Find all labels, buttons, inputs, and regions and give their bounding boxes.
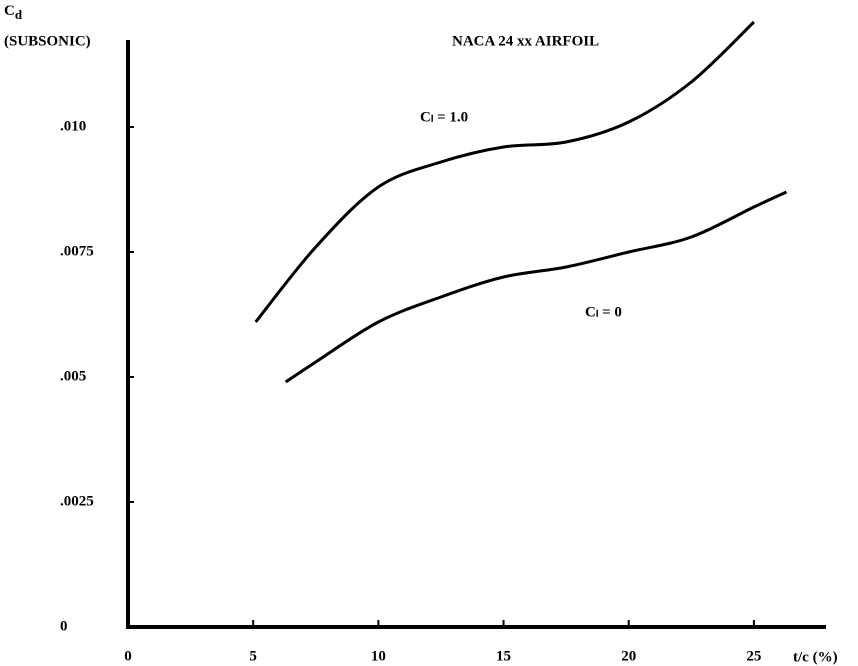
x-tick-label: 25: [746, 648, 761, 664]
x-tick-label: 10: [371, 648, 386, 664]
y-tick-label: .010: [60, 118, 86, 134]
series-label: Cₗ = 0: [585, 304, 622, 320]
series-label: Cₗ = 1.0: [420, 109, 468, 125]
y-tick-label: .005: [60, 368, 86, 384]
y-axis-note: (SUBSONIC): [4, 33, 91, 49]
x-axis-label: t/c (%): [793, 649, 838, 665]
x-tick-label: 0: [124, 648, 132, 664]
y-symbol: C: [4, 3, 15, 19]
y-tick-label: .0025: [60, 493, 94, 509]
y-axis-symbol: Cd: [4, 3, 23, 22]
y-tick-label: .0075: [60, 243, 94, 259]
series-line: [284, 190, 788, 384]
y-tick-label: 0: [60, 618, 68, 634]
x-tick-label: 20: [621, 648, 636, 664]
series-line: [254, 20, 755, 323]
chart-title: NACA 24 xx AIRFOIL: [452, 33, 599, 49]
y-subscript: d: [15, 7, 23, 22]
x-tick-label: 15: [496, 648, 511, 664]
x-tick-label: 5: [249, 648, 257, 664]
